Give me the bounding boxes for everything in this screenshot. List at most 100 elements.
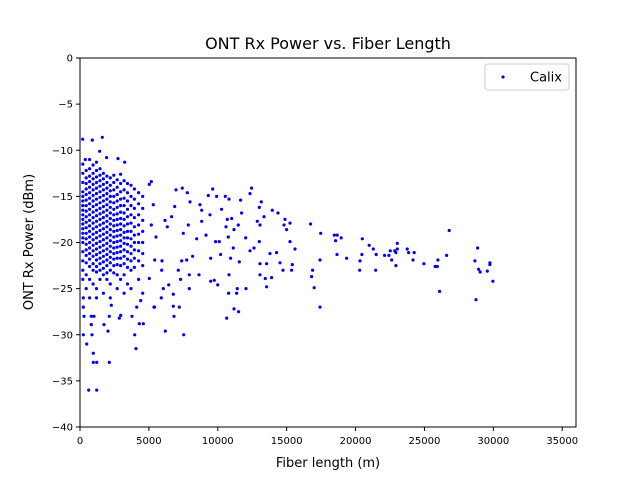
data-point xyxy=(101,291,105,295)
data-point xyxy=(435,264,439,269)
data-point xyxy=(106,329,110,333)
data-point xyxy=(84,181,88,186)
data-point xyxy=(171,304,175,308)
data-point xyxy=(108,239,112,243)
data-point xyxy=(94,197,99,201)
data-point xyxy=(387,253,391,257)
data-point xyxy=(170,215,174,219)
data-point xyxy=(122,217,126,221)
data-point xyxy=(239,198,243,202)
data-point xyxy=(167,283,171,287)
data-point xyxy=(312,286,316,290)
data-point xyxy=(108,222,112,226)
data-point xyxy=(94,180,99,185)
data-point xyxy=(115,228,119,233)
data-point xyxy=(94,264,99,269)
data-point xyxy=(94,247,99,251)
data-point xyxy=(358,259,362,263)
data-point xyxy=(115,256,119,260)
data-point xyxy=(137,202,141,206)
data-point xyxy=(129,221,133,225)
data-point xyxy=(91,232,95,236)
data-point xyxy=(177,305,181,309)
data-point xyxy=(132,265,136,269)
data-point xyxy=(319,231,323,235)
y-tick-label: −25 xyxy=(52,284,73,295)
data-point xyxy=(89,323,93,327)
data-point xyxy=(105,225,109,229)
data-point xyxy=(84,220,88,224)
data-point xyxy=(119,172,123,176)
data-point xyxy=(132,256,136,260)
data-point xyxy=(84,226,88,230)
data-point xyxy=(108,244,112,248)
data-point xyxy=(374,252,378,257)
data-point xyxy=(95,360,99,364)
data-point xyxy=(227,273,231,277)
data-point xyxy=(105,230,109,234)
data-point xyxy=(235,287,239,291)
data-point xyxy=(115,240,119,244)
data-point xyxy=(259,200,263,204)
data-point xyxy=(98,240,102,244)
data-point xyxy=(122,241,126,245)
data-point xyxy=(81,162,85,166)
data-point xyxy=(186,223,190,227)
data-point xyxy=(81,137,85,141)
data-point xyxy=(360,237,364,241)
data-point xyxy=(91,268,95,272)
data-point xyxy=(108,183,112,187)
data-point xyxy=(95,388,99,392)
data-point xyxy=(211,187,215,191)
data-point xyxy=(332,233,336,237)
data-point xyxy=(283,217,287,221)
data-point xyxy=(394,251,398,255)
data-point xyxy=(176,268,180,272)
data-point xyxy=(275,251,279,255)
data-point xyxy=(282,223,286,227)
data-point xyxy=(208,213,212,217)
data-point xyxy=(84,237,88,241)
data-point xyxy=(101,254,105,258)
data-point xyxy=(122,230,126,234)
data-point xyxy=(90,333,94,337)
data-point xyxy=(98,277,102,281)
legend-marker xyxy=(501,75,505,79)
data-point xyxy=(88,207,92,211)
x-axis: 0 5000 10000 15000 20000 25000 30000 35000 xyxy=(77,427,578,447)
data-point xyxy=(91,238,95,242)
data-point xyxy=(290,263,294,267)
data-point xyxy=(105,214,109,218)
data-point xyxy=(141,291,145,295)
data-point xyxy=(88,180,92,184)
data-point xyxy=(141,194,145,198)
data-point xyxy=(91,204,95,209)
x-tick-label: 10000 xyxy=(202,436,234,447)
data-point xyxy=(115,212,119,216)
x-tick-label: 20000 xyxy=(340,436,372,447)
data-point xyxy=(220,207,224,211)
data-point xyxy=(235,291,239,295)
data-point xyxy=(112,240,116,245)
data-point xyxy=(84,242,88,246)
data-point xyxy=(122,236,126,240)
data-point xyxy=(335,233,339,237)
data-point xyxy=(265,285,269,289)
data-point xyxy=(232,228,236,232)
data-point xyxy=(98,179,102,183)
data-point xyxy=(81,268,85,272)
data-point xyxy=(129,183,133,187)
data-point xyxy=(81,236,85,240)
data-point xyxy=(334,239,338,243)
data-point xyxy=(129,252,133,256)
data-point xyxy=(101,204,105,209)
data-point xyxy=(84,253,88,257)
data-point xyxy=(94,258,99,262)
data-point xyxy=(101,232,105,236)
data-point xyxy=(98,195,102,199)
data-point xyxy=(81,180,85,185)
data-point xyxy=(390,258,394,262)
y-tick-label: −10 xyxy=(52,146,73,157)
data-point xyxy=(88,240,92,245)
data-point xyxy=(94,186,99,190)
